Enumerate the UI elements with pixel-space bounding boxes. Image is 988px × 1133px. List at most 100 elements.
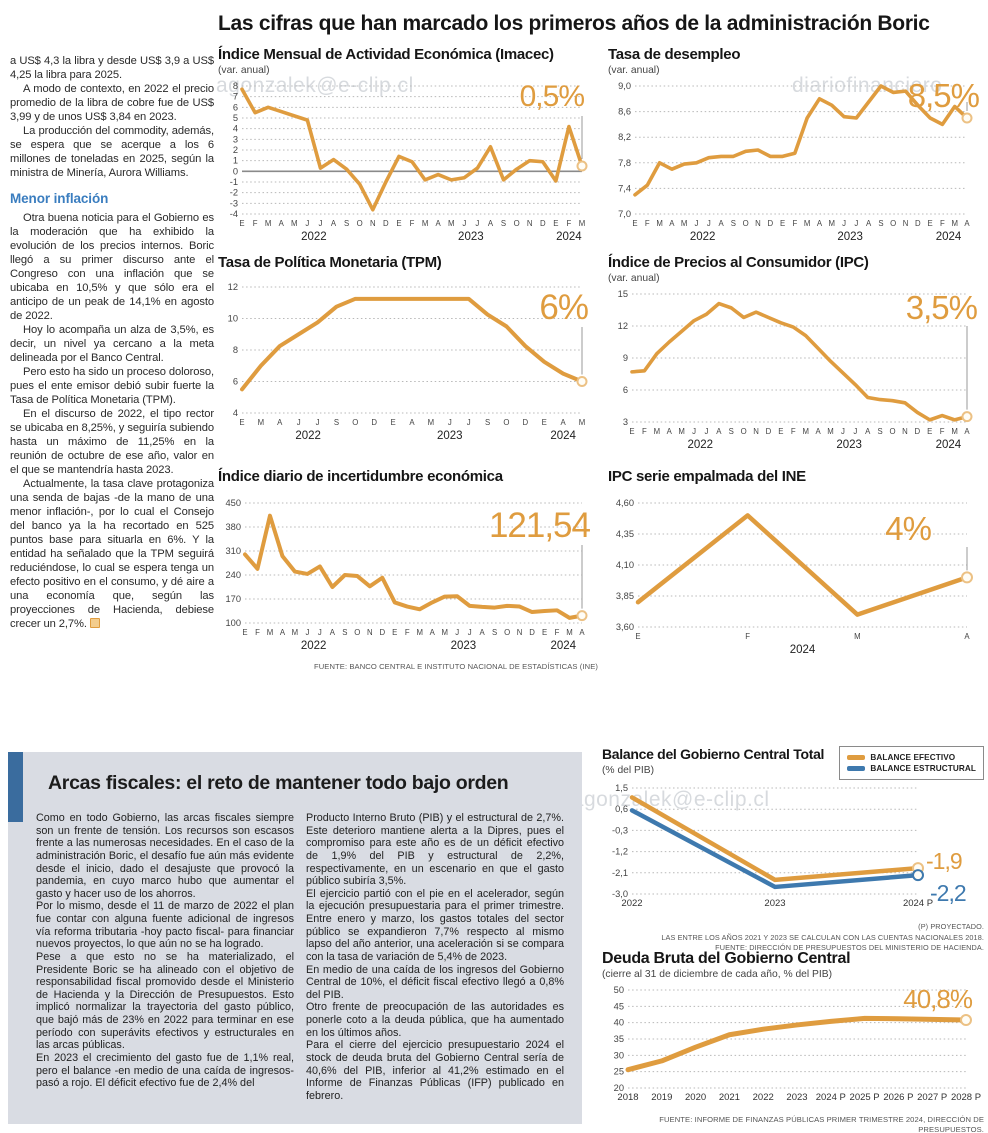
balance-note: FUENTE: DIRECCIÓN DE PRESUPUESTOS DEL MI…: [715, 943, 984, 953]
legend-label: BALANCE EFECTIVO: [870, 753, 956, 762]
x-tick-label: M: [804, 219, 811, 228]
fiscal-text-column-1: Como en todo Gobierno, las arcas fiscale…: [36, 812, 294, 1090]
fiscal-panel: Arcas fiscales: el reto de mantener todo…: [8, 752, 582, 1124]
x-tick-label: A: [718, 219, 724, 228]
x-tick-label: E: [391, 418, 396, 427]
infographic-title: Las cifras que han marcado los primeros …: [218, 12, 930, 35]
x-tick-label: M: [291, 219, 298, 228]
x-tick-label: O: [504, 628, 510, 637]
x-tick-label: O: [503, 418, 509, 427]
y-tick-label: 6: [233, 102, 238, 112]
x-tick-label: E: [239, 219, 244, 228]
x-tick-label: F: [555, 628, 560, 637]
x-tick-label: J: [455, 628, 459, 637]
x-tick-label: F: [792, 219, 797, 228]
x-tick-label: E: [927, 427, 932, 436]
x-tick-label: A: [488, 219, 494, 228]
y-tick-label: 1: [233, 156, 238, 166]
x-tick-label: A: [816, 427, 822, 436]
x-tick-label: S: [501, 219, 506, 228]
chart-source-note: FUENTE: INFORME DE FINANZAS PÚBLICAS PRI…: [659, 1115, 984, 1133]
x-tick-label: M: [802, 427, 809, 436]
y-tick-label: 3: [623, 417, 628, 427]
x-tick-label: M: [448, 219, 455, 228]
article-paragraph-text: Actualmente, la tasa clave protagoniza u…: [10, 477, 214, 630]
x-tick-label: F: [791, 427, 796, 436]
series-line: [629, 795, 921, 883]
x-tick-label: N: [902, 427, 908, 436]
article-paragraph: A modo de contexto, en 2022 el precio pr…: [10, 83, 214, 123]
x-tick-label: J: [692, 427, 696, 436]
year-label: 2023: [836, 439, 862, 451]
x-tick-label: O: [890, 427, 896, 436]
x-tick-label: S: [342, 628, 347, 637]
legend-item-estructural: BALANCE ESTRUCTURAL: [847, 764, 976, 773]
y-tick-label: 9,0: [618, 81, 631, 91]
chart-title: Tasa de Política Monetaria (TPM): [218, 254, 442, 271]
end-point-marker: [961, 411, 973, 423]
fiscal-text-column-2: Producto Interno Bruto (PIB) y el estruc…: [306, 812, 564, 1102]
panel-accent-bar: [8, 752, 23, 822]
x-tick-label: 2020: [685, 1092, 706, 1103]
chart-desempleo: Tasa de desempleo (var. anual) 9,0 8,6 8,2…: [608, 46, 983, 246]
x-tick-label: O: [890, 219, 896, 228]
chart-ipc: Índice de Precios al Consumidor (IPC) (v…: [608, 254, 983, 454]
series-line: [625, 1015, 969, 1073]
legend-item-efectivo: BALANCE EFECTIVO: [847, 753, 976, 762]
x-tick-label: S: [731, 219, 736, 228]
x-tick-label: N: [367, 628, 373, 637]
y-tick-label: 25: [614, 1067, 624, 1077]
x-tick-label: D: [540, 219, 546, 228]
y-tick-label: 0,6: [615, 804, 628, 814]
chart-title: Deuda Bruta del Gobierno Central: [602, 950, 851, 967]
y-tick-label: 20: [614, 1083, 624, 1093]
y-tick-label: 50: [614, 985, 624, 995]
x-tick-label: 2025 P: [850, 1092, 880, 1103]
end-point-marker: [960, 1014, 972, 1027]
legend-label: BALANCE ESTRUCTURAL: [870, 764, 976, 773]
imacec-latest-value: 0,5%: [519, 80, 585, 113]
x-tick-label: J: [842, 219, 846, 228]
x-tick-label: F: [253, 219, 258, 228]
x-tick-label: D: [915, 427, 921, 436]
chart-title: Índice Mensual de Actividad Económica (I…: [218, 46, 554, 63]
x-tick-label: 2024 P: [903, 898, 933, 909]
x-tick-label: O: [743, 219, 749, 228]
year-label: 2024: [790, 644, 816, 656]
year-label: 2023: [451, 640, 477, 652]
fiscal-panel-title: Arcas fiscales: el reto de mantener todo…: [48, 772, 509, 794]
x-tick-label: A: [430, 628, 436, 637]
series-line: [629, 808, 921, 890]
y-tick-label: -3,0: [612, 889, 628, 899]
watermark-eclip: agonzalek@e-clip.cl: [216, 74, 414, 97]
x-tick-label: J: [695, 219, 699, 228]
x-tick-label: M: [854, 632, 861, 641]
year-label: 2022: [690, 231, 716, 243]
x-tick-label: J: [704, 427, 708, 436]
chart-title: IPC serie empalmada del INE: [608, 468, 806, 485]
chart-title: Tasa de desempleo: [608, 46, 741, 63]
deuda-plot: 50 45 40 35 30 25 20 2018 2019 2020 2021 2022 2023 20…: [602, 982, 984, 1112]
x-tick-label: A: [409, 418, 415, 427]
y-tick-label: 12: [618, 321, 628, 331]
x-tick-label: A: [964, 427, 970, 436]
x-tick-label: M: [951, 219, 958, 228]
x-tick-label: J: [305, 628, 309, 637]
x-tick-label: S: [878, 427, 883, 436]
year-label: 2022: [295, 430, 321, 442]
x-tick-label: J: [448, 418, 452, 427]
y-tick-label: 3,85: [616, 591, 634, 601]
x-tick-label: E: [635, 632, 640, 641]
article-paragraph: Hoy lo acompaña un alza de 3,5%, es deci…: [10, 323, 214, 364]
ipc-plot: 15 12 9 6 3 E F M A M J J A S O N D E F M A M J J A S O N D E F M A 2022 2…: [608, 286, 983, 454]
x-tick-label: E: [242, 628, 247, 637]
x-tick-label: J: [854, 219, 858, 228]
article-end-icon: [89, 617, 100, 628]
end-point-marker: [912, 869, 924, 882]
x-tick-label: F: [940, 427, 945, 436]
x-tick-label: S: [344, 219, 349, 228]
x-tick-label: M: [265, 219, 272, 228]
x-tick-label: J: [318, 628, 322, 637]
